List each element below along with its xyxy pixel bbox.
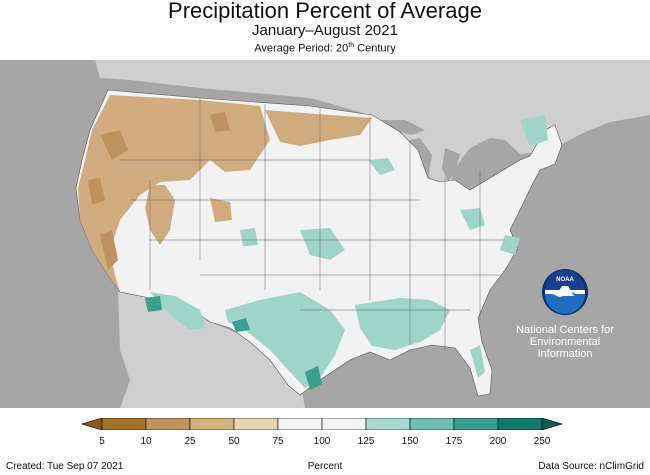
legend-tick-label: 175 xyxy=(445,436,463,447)
legend-swatch xyxy=(233,418,279,430)
ncei-label-line-3: Information xyxy=(537,348,593,360)
map-canvas: NOAA xyxy=(75,60,650,408)
legend-swatch xyxy=(277,418,323,430)
legend-tick-label: 125 xyxy=(357,436,375,447)
data-source: Data Source: nClimGrid xyxy=(538,461,644,472)
legend-swatch xyxy=(453,418,499,430)
noaa-logo-text: NOAA xyxy=(556,277,574,283)
page-subtitle: January–August 2021 xyxy=(252,22,398,39)
legend-tick-label: 10 xyxy=(140,436,152,447)
legend-swatch xyxy=(145,418,191,430)
state-boundaries xyxy=(120,98,505,350)
wet-regions xyxy=(150,115,548,388)
created-date: Created: Tue Sep 07 2021 xyxy=(6,461,124,472)
legend-tick-label: 75 xyxy=(272,436,284,447)
legend-swatch xyxy=(409,418,455,430)
mexico-landmass xyxy=(118,292,305,408)
dry-regions xyxy=(78,95,372,292)
legend-tick-label: 50 xyxy=(228,436,240,447)
legend-tick-label: 250 xyxy=(533,436,551,447)
legend-tick-label: 100 xyxy=(313,436,331,447)
very-wet-regions xyxy=(145,296,322,390)
ncei-label-line-1: National Centers for xyxy=(516,324,614,336)
legend-swatch xyxy=(365,418,411,430)
legend-tick-label: 200 xyxy=(489,436,507,447)
units-label: Percent xyxy=(307,461,343,472)
great-lakes xyxy=(380,120,520,190)
legend-swatch xyxy=(101,418,147,430)
legend-swatch xyxy=(189,418,235,430)
canada-landmass xyxy=(95,60,650,192)
average-period: Average Period: 20th Century xyxy=(0,42,650,55)
legend-swatch xyxy=(321,418,367,430)
precipitation-map: NOAA National Centers for Environmental … xyxy=(0,60,650,408)
average-period-prefix: Average Period: 20 xyxy=(254,42,349,55)
average-period-suffix: Century xyxy=(354,42,396,55)
legend-ticks: 5 10 25 50 75 100 125 150 175 200 250 xyxy=(0,436,650,450)
dry-regions-dark xyxy=(88,112,230,270)
legend-arrow-high xyxy=(541,418,562,430)
legend-tick-label: 5 xyxy=(99,436,105,447)
legend-swatch xyxy=(497,418,543,430)
legend-tick-label: 25 xyxy=(184,436,196,447)
legend-colorbar xyxy=(82,418,562,430)
legend-arrow-low xyxy=(82,418,103,430)
ncei-label-line-2: Environmental xyxy=(529,336,601,348)
noaa-logo: NOAA xyxy=(542,269,588,315)
ncei-label: National Centers for Environmental Infor… xyxy=(505,324,625,360)
average-period-sup: th xyxy=(348,42,355,49)
page-title: Precipitation Percent of Average xyxy=(168,0,482,23)
legend-tick-label: 150 xyxy=(401,436,419,447)
